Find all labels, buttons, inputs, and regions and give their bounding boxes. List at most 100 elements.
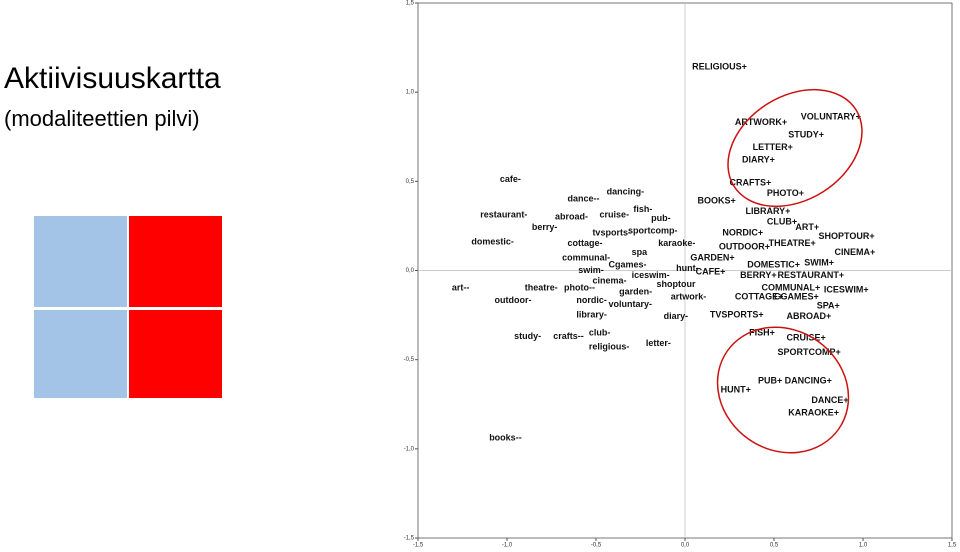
point-label: COMMUNAL+ <box>762 283 821 293</box>
point-label: SWIM+ <box>804 258 834 268</box>
point-label: KARAOKE+ <box>788 408 839 418</box>
block <box>34 216 127 307</box>
point-label: CRUISE+ <box>786 333 825 343</box>
points: RELIGIOUS+ VOLUNTARY+ ARTWORK+STUDY+ LETTER… <box>452 62 875 443</box>
point-label: SHOPTOUR+ <box>819 231 875 241</box>
point-label: crafts-- <box>553 331 584 341</box>
point-label: tvsports- <box>592 227 631 237</box>
point-label: DANCING+ <box>785 375 832 385</box>
point-label: CINEMA+ <box>835 247 876 257</box>
point-label: FISH+ <box>749 327 775 337</box>
point-label: CLUB+ <box>767 217 797 227</box>
point-label: DOMESTIC+ <box>747 260 800 270</box>
point-label: theatre- <box>525 283 558 293</box>
point-label: ARTWORK+ <box>735 117 787 127</box>
x-tick-label: -1,0 <box>502 543 513 549</box>
point-label: cottage- <box>568 238 603 248</box>
point-label: SPORTCOMP+ <box>778 347 841 357</box>
point-label: berry- <box>532 222 558 232</box>
y-tick-label: 1,0 <box>406 90 415 96</box>
point-label: domestic- <box>471 236 514 246</box>
point-label: library- <box>576 309 607 319</box>
point-label: NORDIC+ <box>722 227 763 237</box>
point-label: STUDY+ <box>788 129 824 139</box>
color-blocks <box>34 216 222 398</box>
point-label: cruise- <box>600 210 630 220</box>
highlight-ellipse <box>727 88 863 208</box>
block <box>129 310 222 398</box>
point-label: LIBRARY+ <box>746 206 791 216</box>
y-tick-label: -1,5 <box>404 536 415 542</box>
point-label: communal- <box>562 252 610 262</box>
y-tick-label: 0,5 <box>406 179 415 185</box>
point-label: photo-- <box>564 283 595 293</box>
point-label: voluntary- <box>608 299 652 309</box>
point-label: fish- <box>633 204 652 214</box>
point-label: CGAMES+ <box>774 292 819 302</box>
point-label: abroad- <box>555 211 588 221</box>
point-label: dance-- <box>568 194 600 204</box>
point-label: CRAFTS+ <box>730 177 772 187</box>
x-tick-label: 0,0 <box>681 543 690 549</box>
point-label: VOLUNTARY+ <box>801 112 861 122</box>
point-label: spa <box>632 247 649 257</box>
point-label: ICESWIM+ <box>824 284 869 294</box>
point-label: art-- <box>452 283 470 293</box>
block <box>34 310 127 398</box>
point-label: PHOTO+ <box>767 188 804 198</box>
point-label: shoptour <box>657 279 696 289</box>
point-label: LETTER+ <box>753 142 793 152</box>
y-tick-label: 1,5 <box>406 1 415 7</box>
point-label: ABROAD+ <box>786 311 831 321</box>
point-label: SPA+ <box>817 301 840 311</box>
axes: -1,5 -1,0 -0,5 0,0 0,5 1,0 1,5 -1,5 -1,0 -0,5 0,0 0… <box>404 1 957 549</box>
chart-title: Aktiivisuuskartta <box>4 62 221 95</box>
point-label: swim- <box>578 265 604 275</box>
point-label: TVSPORTS+ <box>710 309 764 319</box>
point-label: RESTAURANT+ <box>778 270 845 280</box>
point-label: RELIGIOUS+ <box>692 62 747 72</box>
y-tick-label: 0,0 <box>406 268 415 274</box>
point-label: sportcomp- <box>628 226 678 236</box>
point-label: HUNT+ <box>721 384 751 394</box>
point-label: cafe- <box>500 174 521 184</box>
chart-subtitle: (modaliteettien pilvi) <box>4 106 200 131</box>
point-label: garden- <box>619 286 652 296</box>
point-label: THEATRE+ <box>769 238 816 248</box>
highlight-ellipse <box>716 326 850 454</box>
point-label: COTTAGE+ <box>735 292 784 302</box>
point-label: CAFE+ <box>696 267 726 277</box>
y-tick-label: -0,5 <box>404 357 415 363</box>
point-label: PUB+ <box>758 375 782 385</box>
x-tick-label: -0,5 <box>591 543 602 549</box>
y-tick-label: -1,0 <box>404 446 415 452</box>
point-label: karaoke- <box>658 238 695 248</box>
point-label: iceswim- <box>632 270 670 280</box>
point-label: club- <box>589 327 611 337</box>
point-label: letter- <box>646 338 671 348</box>
point-label: nordic- <box>576 295 607 305</box>
x-tick-label: 1,0 <box>859 543 868 549</box>
x-tick-label: 1,5 <box>948 543 957 549</box>
block <box>129 216 222 307</box>
point-label: OUTDOOR+ <box>719 242 770 252</box>
point-label: hunt- <box>676 263 699 273</box>
point-label: outdoor- <box>495 295 532 305</box>
point-label: dancing- <box>607 186 645 196</box>
point-label: DIARY+ <box>742 154 775 164</box>
point-label: DANCE+ <box>811 395 848 405</box>
point-label: Cgames- <box>608 260 646 270</box>
x-tick-label: -1,5 <box>413 543 424 549</box>
x-tick-label: 0,5 <box>770 543 779 549</box>
point-label: ART+ <box>795 222 819 232</box>
point-label: BOOKS+ <box>697 195 735 205</box>
point-label: religious- <box>589 342 630 352</box>
point-label: pub- <box>651 213 671 223</box>
point-label: study- <box>514 331 541 341</box>
point-label: artwork- <box>671 292 707 302</box>
point-label: restaurant- <box>480 210 527 220</box>
point-label: BERRY+ <box>740 270 776 280</box>
point-label: books-- <box>489 433 522 443</box>
